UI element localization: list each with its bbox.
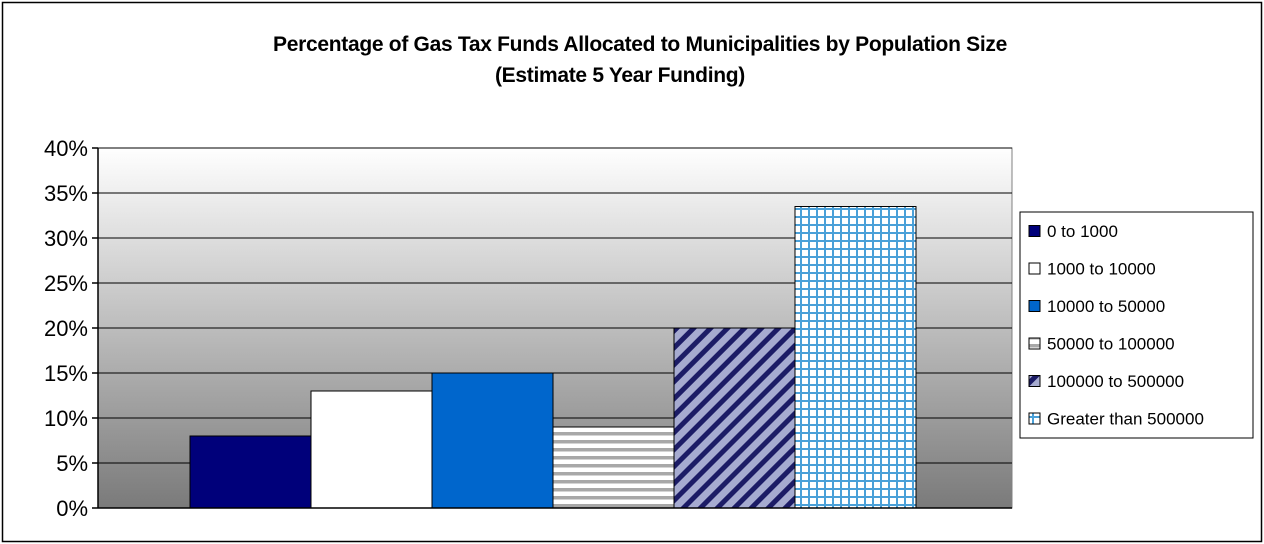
legend-swatch (1028, 412, 1041, 425)
legend-swatch (1028, 262, 1041, 275)
legend-label: 1000 to 10000 (1047, 260, 1156, 279)
bar-1000-to-10000 (310, 390, 433, 509)
legend-label: 100000 to 500000 (1047, 372, 1184, 391)
y-tick-label: 30% (44, 226, 88, 251)
y-tick-label: 0% (56, 496, 88, 521)
y-tick-label: 40% (44, 136, 88, 161)
bar-100000-to-500000 (673, 327, 796, 509)
bar-10000-to-50000 (431, 372, 554, 509)
legend-swatch (1028, 300, 1041, 312)
y-tick-label: 25% (44, 271, 88, 296)
legend-label: Greater than 500000 (1047, 410, 1204, 429)
y-tick-label: 20% (44, 316, 88, 341)
legend-box (1019, 211, 1254, 439)
legend-swatch (1028, 225, 1041, 237)
chart-title: Percentage of Gas Tax Funds Allocated to… (273, 33, 1007, 56)
bar-50000-to-100000 (552, 426, 675, 509)
y-tick-label: 5% (56, 451, 88, 476)
bar-greater-than-500000 (794, 206, 917, 509)
legend-swatch (1028, 375, 1041, 387)
y-tick-label: 10% (44, 406, 88, 431)
bar-0-to-1000 (189, 435, 312, 509)
legend: 0 to 1000 1000 to 10000 10000 to 50000 5000… (1019, 211, 1254, 439)
y-tick-label: 15% (44, 361, 88, 386)
y-tick-label: 35% (44, 181, 88, 206)
y-axis-ticks: 0% 5% 10% 15% 20% 25% 30% 35% 40% (44, 136, 98, 521)
legend-label: 0 to 1000 (1047, 222, 1118, 241)
legend-label: 10000 to 50000 (1047, 297, 1165, 316)
bars (189, 206, 917, 509)
legend-label: 50000 to 100000 (1047, 335, 1175, 354)
legend-swatch (1028, 337, 1041, 350)
chart-subtitle: (Estimate 5 Year Funding) (495, 64, 745, 87)
